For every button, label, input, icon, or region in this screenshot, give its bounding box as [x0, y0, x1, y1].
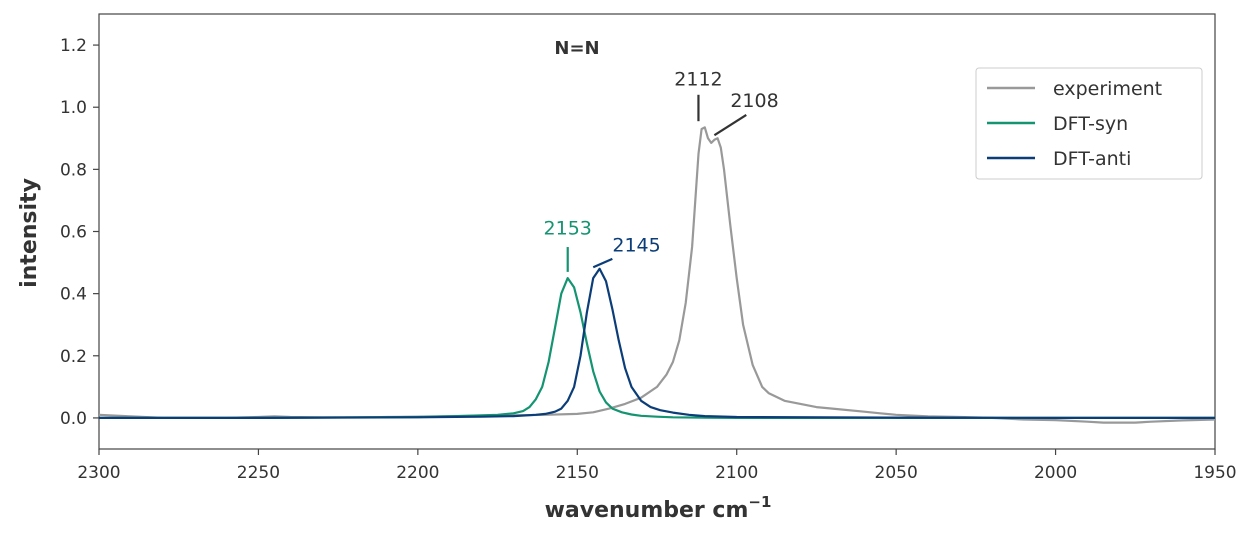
x-tick-label: 2200 — [396, 463, 439, 483]
x-tick-label: 2000 — [1034, 463, 1077, 483]
series-layer — [98, 126, 1216, 424]
y-tick-label: 0.0 — [60, 409, 87, 429]
x-axis-label-main: wavenumber cm — [545, 498, 749, 523]
legend-label-experiment: experiment — [1053, 78, 1162, 100]
annotation-label-2112: 2112 — [674, 68, 722, 90]
chart-title: N=N — [554, 38, 599, 59]
x-tick-label: 2150 — [556, 463, 599, 483]
x-tick-label: 2250 — [237, 463, 280, 483]
x-tick-label: 2050 — [875, 463, 918, 483]
y-tick-label: 0.2 — [60, 347, 87, 367]
y-axis: 0.0 0.2 0.4 0.6 0.8 1.0 1.2 — [60, 36, 99, 429]
annotation-leader-2145 — [592, 257, 613, 269]
x-axis-label: wavenumber cm−1 — [545, 493, 772, 523]
annotation-layer: 2112 2108 2153 2145 — [544, 68, 779, 272]
y-axis-label: intensity — [17, 178, 42, 288]
legend-label-dft-anti: DFT-anti — [1053, 148, 1131, 170]
series-line-dft-anti — [99, 267, 1215, 419]
plot-area: 2112 2108 2153 2145 N=N — [98, 13, 1216, 450]
y-tick-label: 1.0 — [60, 98, 87, 118]
x-tick-label: 1950 — [1193, 463, 1236, 483]
x-axis-label-superscript: −1 — [748, 493, 771, 511]
y-tick-label: 1.2 — [60, 36, 87, 56]
annotation-label-2145: 2145 — [612, 235, 660, 257]
annotation-label-2153: 2153 — [544, 218, 592, 240]
y-tick-label: 0.6 — [60, 223, 87, 243]
series-line-dft-syn — [99, 277, 1215, 419]
annotation-leader-2108 — [713, 114, 747, 137]
y-tick-label: 0.4 — [60, 285, 87, 305]
x-tick-label: 2100 — [715, 463, 758, 483]
legend-label-dft-syn: DFT-syn — [1053, 113, 1128, 135]
x-tick-label: 2300 — [77, 463, 120, 483]
legend-box — [975, 67, 1203, 180]
annotation-label-2108: 2108 — [730, 90, 778, 112]
legend: experiment DFT-syn DFT-anti — [975, 67, 1203, 180]
y-tick-label: 0.8 — [60, 160, 87, 180]
x-axis: 2300 2250 2200 2150 2100 2050 2000 1950 — [77, 449, 1237, 483]
